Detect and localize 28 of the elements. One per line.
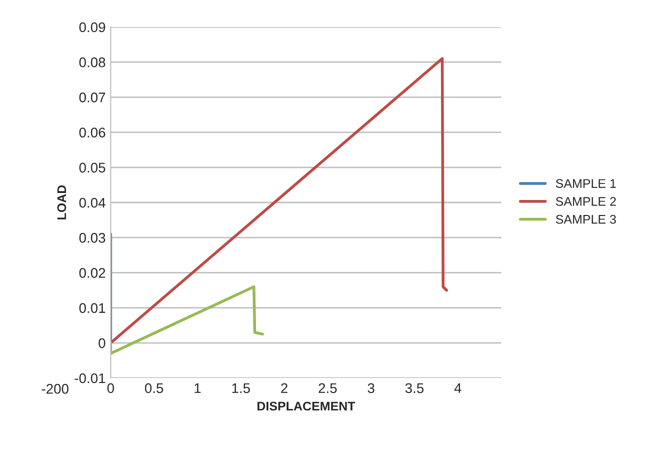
x-tick-label: 3.5	[405, 383, 424, 394]
x-tick-label: 2.5	[318, 383, 337, 394]
x-tick-label: 2	[281, 383, 288, 393]
legend-label: SAMPLE 2	[556, 197, 616, 206]
x-tick-label: 0.5	[144, 383, 164, 394]
y-tick-label: 0	[98, 338, 106, 348]
y-tick-label: 0.03	[79, 232, 106, 243]
x-tick-label: 0	[107, 383, 114, 394]
y-tick-label: 0.01	[79, 303, 106, 313]
x-tick-label: 4	[454, 383, 462, 393]
x-axis-title: DISPLACEMENT	[258, 402, 356, 411]
line-series	[110, 57, 448, 344]
y-axis-title: LOAD	[57, 185, 66, 220]
text: -200	[42, 384, 68, 394]
y-tick-label: 0.04	[79, 198, 106, 208]
legend-label: SAMPLE 3	[556, 214, 616, 224]
x-tick-label: 3	[368, 383, 374, 394]
y-tick-label: 0.06	[79, 128, 106, 138]
y-tick-label: 0.02	[79, 268, 106, 278]
y-tick-label: 0.07	[79, 92, 106, 102]
x-tick-label: 1	[194, 383, 201, 393]
y-tick-label: -0.01	[74, 373, 106, 384]
y-tick-label: 0.05	[79, 162, 106, 173]
legend-label: SAMPLE 1	[556, 179, 616, 188]
y-tick-label: 0.08	[79, 57, 106, 68]
line-series	[110, 285, 264, 355]
x-tick-label: 1.5	[232, 383, 250, 394]
y-tick-label: 0.09	[79, 22, 106, 32]
